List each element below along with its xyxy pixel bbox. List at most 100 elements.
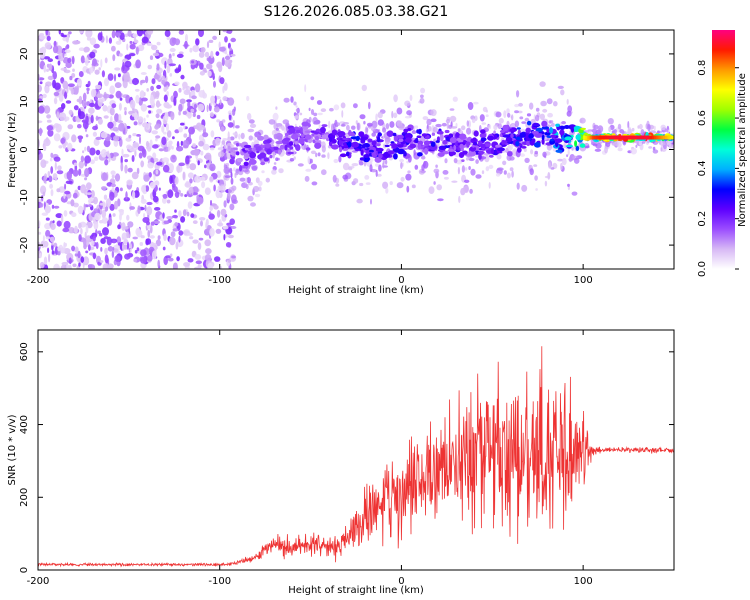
spectrogram-noise-blob	[102, 263, 110, 269]
spectrogram-noise-blob	[112, 239, 116, 244]
spectrogram-noise-blob	[204, 187, 211, 195]
spectrogram-noise-blob	[110, 183, 117, 188]
spectrogram-noise-blob	[155, 90, 160, 97]
spectrogram-noise-blob	[124, 253, 131, 260]
spectrogram-ridge-blob	[423, 140, 431, 146]
spectrogram-noise-blob	[173, 96, 177, 106]
spectrogram-noise-blob	[184, 194, 188, 198]
spectrogram-halo-blob	[435, 123, 442, 128]
spectrogram-ridge-blob	[466, 143, 470, 148]
spectrogram-tone-cell	[637, 135, 641, 140]
spectrogram-noise-blob	[58, 93, 64, 102]
spectrogram-noise-blob	[63, 192, 66, 199]
colorbar-tick-label: 0.6	[697, 110, 708, 126]
spectrogram-noise-blob	[182, 145, 189, 149]
spectrogram-noise-blob	[168, 63, 176, 67]
spectrogram-ridge-blob	[289, 146, 294, 150]
spectrogram-noise-blob	[187, 101, 191, 109]
spectrogram-halo-blob	[495, 111, 502, 118]
spectrogram-halo-blob	[299, 112, 303, 116]
spectrogram-ridge-blob	[503, 140, 508, 143]
spectrogram-noise-blob	[163, 131, 167, 135]
spectrogram-ridge-blob	[510, 128, 515, 132]
spectrogram-halo-blob	[420, 87, 426, 94]
spectrogram-noise-blob	[41, 212, 48, 216]
spectrogram-noise-blob	[85, 30, 93, 38]
spectrogram-ridge-blob	[398, 138, 404, 143]
spectrogram-noise-blob	[207, 55, 215, 65]
spectrogram-noise-blob	[230, 37, 236, 43]
spectrogram-noise-blob	[76, 78, 82, 87]
spectrogram-noise-blob	[148, 110, 152, 114]
spectrogram-halo-blob	[405, 126, 408, 129]
spectrogram-noise-blob	[123, 238, 129, 245]
spectrogram-halo-blob	[278, 126, 282, 129]
spectrogram-noise-blob	[172, 52, 175, 57]
spectrogram-noise-blob	[164, 111, 169, 121]
spectrogram-halo-blob	[550, 167, 555, 170]
spectrogram-halo-blob	[652, 146, 656, 151]
spectrogram-halo-blob	[316, 100, 323, 105]
spectrogram-halo-blob	[369, 164, 373, 173]
spectrogram-ridge-blob	[269, 154, 273, 159]
spectrogram-noise-blob	[128, 53, 136, 57]
spectrogram-halo-blob	[305, 168, 312, 172]
spectrogram-x-tick-label: 100	[574, 275, 593, 286]
spectrogram-noise-blob	[94, 156, 99, 161]
spectrogram-noise-blob	[199, 62, 204, 70]
snr-y-tick-label: 400	[19, 415, 30, 434]
spectrogram-noise-blob	[125, 137, 132, 142]
spectrogram-noise-blob	[129, 248, 132, 254]
spectrogram-noise-blob	[124, 110, 127, 116]
spectrogram-noise-blob	[111, 45, 116, 52]
spectrogram-ridge-blob	[396, 144, 404, 148]
spectrogram-noise-blob	[193, 112, 196, 117]
spectrogram-tone-cell	[623, 135, 627, 140]
spectrogram-noise-blob	[129, 43, 136, 50]
spectrogram-noise-blob	[100, 149, 107, 158]
spectrogram-noise-blob	[110, 170, 116, 175]
spectrogram-halo-blob	[569, 130, 572, 136]
spectrogram-noise-blob	[89, 37, 97, 46]
spectrogram-halo-blob	[433, 168, 440, 174]
spectrogram-halo-blob	[247, 113, 252, 121]
spectrogram-ridge-blob	[521, 146, 527, 149]
spectrogram-noise-blob	[93, 220, 99, 230]
spectrogram-ridge-blob	[345, 151, 350, 157]
spectrogram-halo-blob	[308, 107, 311, 112]
spectrogram-ridge-blob	[510, 133, 514, 139]
spectrogram-noise-blob	[138, 152, 143, 159]
spectrogram-halo-blob	[654, 141, 658, 145]
spectrogram-ridge-blob	[367, 138, 373, 143]
spectrogram-noise-blob	[105, 198, 111, 208]
spectrogram-ridge-blob	[564, 136, 572, 141]
spectrogram-halo-blob	[463, 185, 470, 194]
spectrogram-noise-blob	[189, 163, 197, 171]
spectrogram-noise-blob	[214, 256, 221, 262]
spectrogram-noise-blob	[83, 48, 89, 53]
spectrogram-noise-blob	[38, 220, 41, 228]
spectrogram-noise-blob	[39, 81, 43, 85]
spectrogram-halo-blob	[452, 96, 458, 102]
spectrogram-noise-blob	[162, 157, 170, 163]
spectrogram-noise-blob	[38, 84, 42, 93]
spectrogram-noise-blob	[155, 113, 160, 119]
spectrogram-noise-blob	[84, 146, 87, 152]
spectrogram-noise-blob	[90, 190, 95, 199]
spectrogram-halo-blob	[611, 142, 619, 146]
spectrogram-noise-blob	[64, 190, 71, 195]
spectrogram-noise-blob	[39, 252, 42, 259]
spectrogram-noise-blob	[48, 253, 51, 263]
spectrogram-noise-blob	[103, 115, 109, 119]
spectrogram-ridge-blob	[257, 135, 265, 141]
spectrogram-noise-blob	[114, 200, 118, 210]
spectrogram-ridge-blob	[347, 141, 352, 148]
spectrogram-halo-blob	[400, 176, 405, 182]
spectrogram-halo-blob	[631, 127, 635, 132]
spectrogram-noise-blob	[135, 46, 139, 55]
spectrogram-halo-blob	[297, 163, 304, 167]
spectrogram-noise-blob	[88, 264, 96, 269]
spectrogram-noise-blob	[146, 88, 149, 92]
spectrogram-ridge-blob	[487, 135, 495, 141]
spectrogram-halo-blob	[233, 167, 236, 172]
